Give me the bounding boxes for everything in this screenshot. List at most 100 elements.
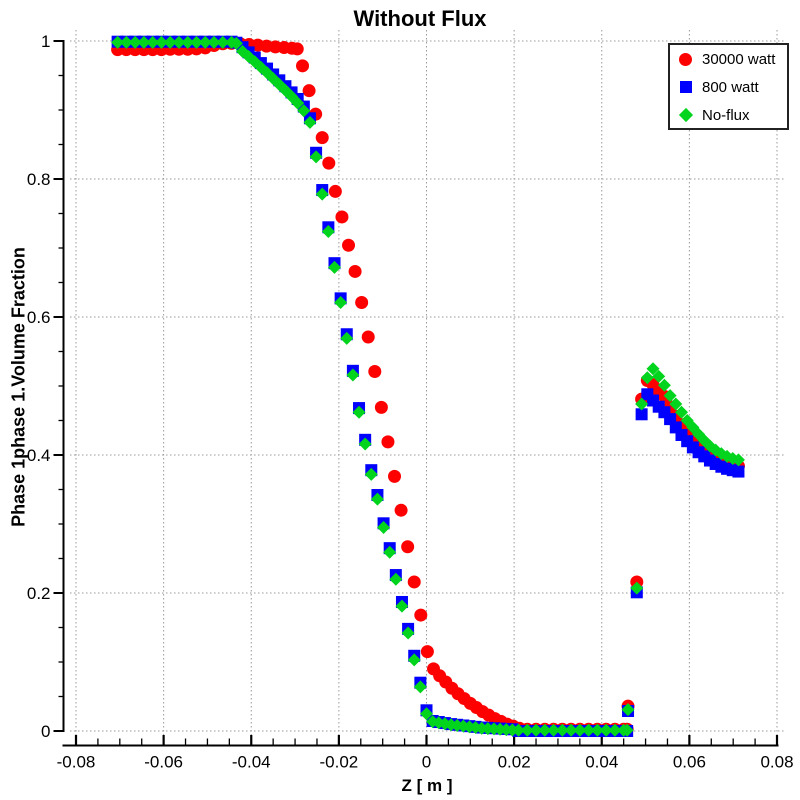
x-tick-label: -0.06 <box>144 753 183 772</box>
data-point-2 <box>370 492 384 506</box>
data-point-2 <box>189 35 203 49</box>
data-point-2 <box>731 453 745 467</box>
x-tick-label: 0.06 <box>673 753 706 772</box>
data-point-2 <box>608 723 622 737</box>
data-point-2 <box>599 723 613 737</box>
data-point-2 <box>309 150 323 164</box>
x-tick-label: -0.02 <box>320 753 359 772</box>
data-point-2 <box>620 723 634 737</box>
data-point-2 <box>590 723 604 737</box>
data-point-0 <box>420 645 434 659</box>
legend-label: 30000 watt <box>702 50 776 68</box>
data-point-0 <box>388 469 402 483</box>
chart-title: Without Flux <box>353 6 487 31</box>
data-point-2 <box>529 723 543 737</box>
data-point-2 <box>646 362 660 376</box>
data-point-2 <box>573 723 587 737</box>
data-point-2 <box>674 405 688 419</box>
data-point-2 <box>163 35 177 49</box>
data-point-2 <box>207 35 221 49</box>
x-tick-label: -0.08 <box>57 753 96 772</box>
data-point-2 <box>315 187 329 201</box>
data-point-0 <box>368 365 382 379</box>
data-point-2 <box>657 378 671 392</box>
data-point-0 <box>328 184 342 198</box>
data-point-2 <box>321 224 335 238</box>
x-axis-title: Z [ m ] <box>401 776 453 795</box>
data-point-2 <box>154 35 168 49</box>
data-point-2 <box>630 581 644 595</box>
data-point-2 <box>137 35 151 49</box>
data-point-2 <box>291 96 305 110</box>
data-point-2 <box>119 35 133 49</box>
data-point-2 <box>303 115 317 129</box>
data-point-0 <box>407 575 421 589</box>
data-point-0 <box>401 540 415 554</box>
legend-item-no-flux: No-flux <box>670 101 787 129</box>
data-point-2 <box>635 397 649 411</box>
data-point-2 <box>352 405 366 419</box>
y-tick-label: 0.8 <box>27 170 51 189</box>
data-point-0 <box>414 608 428 622</box>
data-point-2 <box>198 35 212 49</box>
data-point-1 <box>635 408 648 421</box>
data-point-2 <box>520 723 534 737</box>
data-point-2 <box>621 703 635 717</box>
data-point-2 <box>181 35 195 49</box>
data-point-0 <box>290 42 304 56</box>
y-tick-label: 0 <box>41 722 50 741</box>
data-point-2 <box>346 368 360 382</box>
data-point-0 <box>296 59 310 73</box>
data-point-2 <box>547 723 561 737</box>
data-point-2 <box>538 723 552 737</box>
data-point-0 <box>394 503 408 517</box>
data-point-2 <box>340 331 354 345</box>
x-tick-label: 0.02 <box>498 753 531 772</box>
x-tick-label: 0.08 <box>760 753 793 772</box>
data-point-2 <box>377 520 391 534</box>
data-point-2 <box>420 707 433 721</box>
x-tick-label: 0 <box>422 753 431 772</box>
data-point-2 <box>413 680 427 694</box>
x-tick-label: -0.04 <box>232 753 271 772</box>
data-point-2 <box>555 723 569 737</box>
data-point-0 <box>322 156 336 170</box>
data-point-2 <box>669 397 683 411</box>
data-point-2 <box>216 35 230 49</box>
data-point-2 <box>334 296 348 310</box>
data-point-0 <box>361 330 375 344</box>
data-point-0 <box>315 131 329 145</box>
y-tick-label: 1 <box>41 32 50 51</box>
data-point-2 <box>146 35 160 49</box>
data-point-0 <box>381 435 395 449</box>
x-tick-label: 0.04 <box>585 753 618 772</box>
data-point-2 <box>172 35 186 49</box>
data-point-2 <box>401 626 415 640</box>
data-point-2 <box>640 371 654 385</box>
data-point-0 <box>348 264 362 278</box>
data-point-2 <box>389 572 403 586</box>
blue-square-marker-icon <box>678 80 693 95</box>
data-point-0 <box>302 84 316 98</box>
legend-item-30000-watt: 30000 watt <box>670 45 787 73</box>
data-point-2 <box>364 467 378 481</box>
legend: 30000 watt 800 watt No-flux <box>668 43 789 130</box>
legend-label: No-flux <box>702 106 750 124</box>
legend-label: 800 watt <box>702 78 759 96</box>
data-point-2 <box>383 545 397 559</box>
data-point-2 <box>663 389 677 403</box>
data-point-0 <box>374 400 388 414</box>
data-point-0 <box>355 296 369 310</box>
data-point-0 <box>342 238 356 252</box>
y-tick-label: 0.4 <box>27 446 51 465</box>
data-point-2 <box>582 723 596 737</box>
data-point-2 <box>564 723 578 737</box>
red-circle-marker-icon <box>678 52 693 67</box>
y-tick-label: 0.2 <box>27 584 51 603</box>
data-point-2 <box>327 260 341 274</box>
y-tick-label: 0.6 <box>27 308 51 327</box>
data-point-2 <box>512 723 526 737</box>
data-point-0 <box>335 210 349 224</box>
